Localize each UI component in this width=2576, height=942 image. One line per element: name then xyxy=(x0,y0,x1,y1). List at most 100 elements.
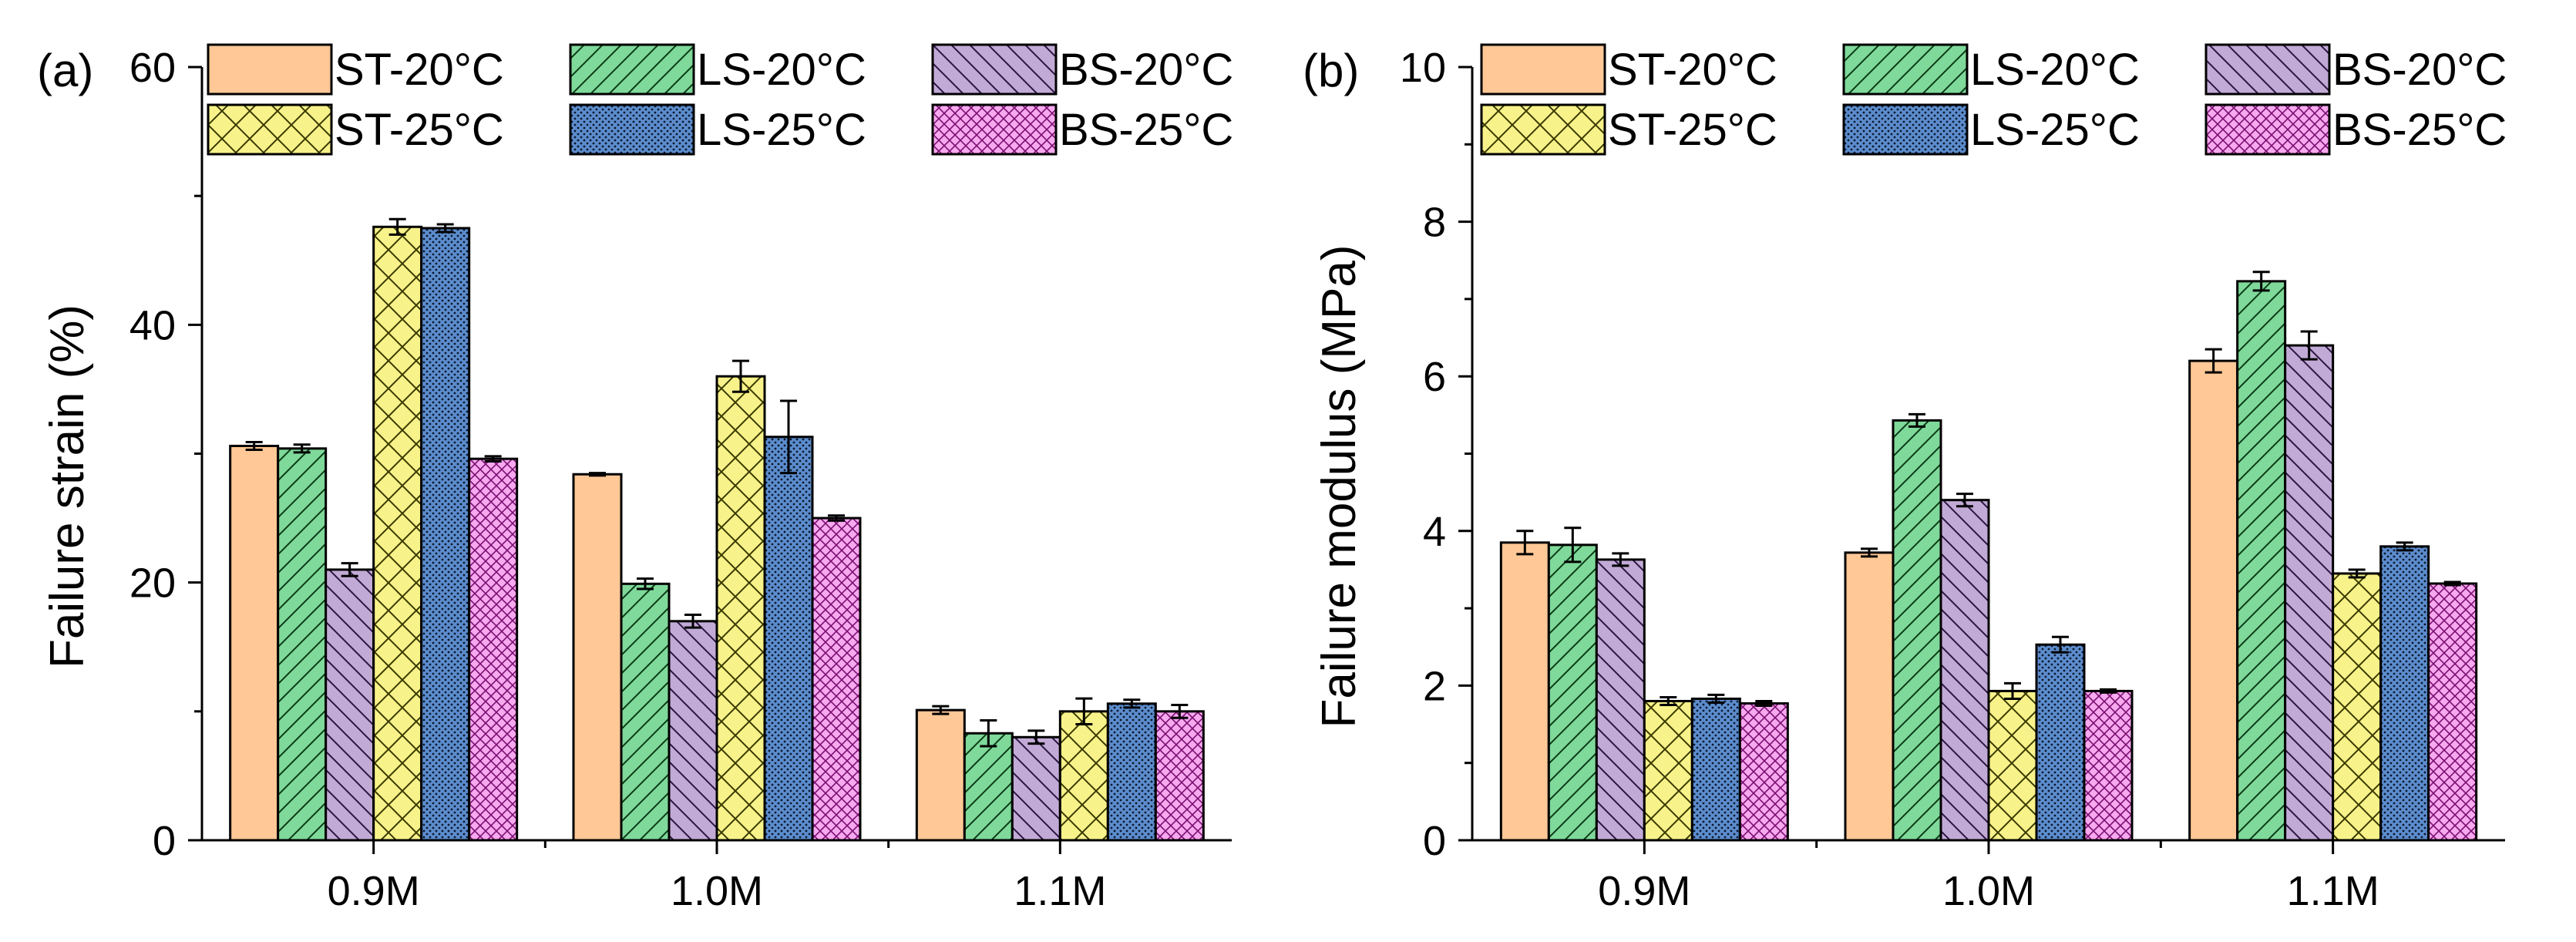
bar-a-st-20-1 xyxy=(229,444,280,842)
bar-a-ls-20-3 xyxy=(963,732,1014,842)
error-bar-a-ls-20-1 xyxy=(293,443,311,454)
error-bar-b-ls-25-2 xyxy=(2052,635,2069,654)
bar-b-ls-25-1 xyxy=(1690,697,1741,842)
category-label-b: 0.9M xyxy=(1598,868,1690,914)
bar-b-bs-20-2 xyxy=(1939,499,1990,842)
category-label-a: 1.0M xyxy=(671,868,763,914)
legend-label-b-st-25: ST-25°C xyxy=(1608,105,1777,155)
error-bar-a-st-20-1 xyxy=(245,440,263,451)
error-bar-b-bs-20-3 xyxy=(2300,330,2318,361)
legend-label-a-bs-25: BS-25°C xyxy=(1059,105,1233,155)
bar-b-st-25-1 xyxy=(1643,699,1693,842)
error-bar-a-ls-25-1 xyxy=(436,223,454,234)
bar-a-ls-25-2 xyxy=(763,436,814,842)
error-bar-a-bs-20-1 xyxy=(341,562,358,577)
legend-label-a-ls-20: LS-20°C xyxy=(697,45,866,95)
bar-b-st-20-2 xyxy=(1844,551,1895,842)
bar-a-ls-20-2 xyxy=(620,582,671,842)
legend-label-b-ls-25: LS-25°C xyxy=(1970,105,2140,155)
category-label-a: 0.9M xyxy=(328,868,420,914)
legend-swatch-a-st-25 xyxy=(207,103,333,156)
bar-b-bs-25-2 xyxy=(2083,689,2134,842)
bar-a-bs-25-1 xyxy=(468,457,519,842)
bar-b-ls-25-3 xyxy=(2379,545,2430,842)
error-bar-b-ls-20-1 xyxy=(1564,527,1582,564)
bar-b-bs-20-3 xyxy=(2284,344,2335,842)
error-bar-b-st-20-3 xyxy=(2204,348,2222,374)
category-label-a: 1.1M xyxy=(1014,868,1106,914)
bar-a-bs-25-2 xyxy=(811,516,862,842)
error-bar-a-bs-25-2 xyxy=(828,514,845,522)
legend-label-a-bs-20: BS-20°C xyxy=(1059,45,1233,95)
y-tick-label-b: 8 xyxy=(1423,200,1446,246)
error-bar-a-st-25-2 xyxy=(732,359,749,393)
error-bar-b-bs-25-1 xyxy=(1755,699,1773,707)
bar-b-bs-20-1 xyxy=(1595,558,1646,842)
error-bar-a-bs-20-2 xyxy=(684,613,701,629)
error-bar-a-ls-25-3 xyxy=(1123,698,1141,709)
bar-a-st-20-3 xyxy=(915,708,966,842)
legend-label-b-bs-20: BS-20°C xyxy=(2332,45,2507,95)
y-tick-label-a: 20 xyxy=(129,560,176,607)
bar-a-ls-25-3 xyxy=(1106,702,1157,842)
legend-b: ST-20°C LS-20°C BS-20°C ST-25°C LS-25°C BS-25… xyxy=(1480,43,2507,156)
bar-a-ls-25-1 xyxy=(420,227,471,842)
category-label-b: 1.1M xyxy=(2287,868,2379,914)
y-tick-label-b: 0 xyxy=(1423,818,1446,864)
category-label-b: 1.0M xyxy=(1942,868,2035,914)
bar-b-st-25-2 xyxy=(1987,689,2038,842)
error-bar-a-st-25-3 xyxy=(1075,697,1093,726)
error-bar-b-st-25-1 xyxy=(1660,695,1677,706)
error-bar-b-ls-20-2 xyxy=(1908,412,1925,428)
panel-label-a: (a) xyxy=(37,45,93,96)
bar-a-ls-20-1 xyxy=(277,447,328,842)
error-bar-b-st-25-3 xyxy=(2348,568,2366,579)
error-bar-b-ls-20-3 xyxy=(2252,271,2270,292)
error-bar-b-bs-20-1 xyxy=(1612,552,1629,567)
legend-label-a-st-20: ST-20°C xyxy=(335,45,504,95)
error-bar-a-ls-25-2 xyxy=(780,399,797,475)
bar-a-bs-25-3 xyxy=(1154,710,1205,842)
error-bar-a-bs-25-1 xyxy=(484,455,502,463)
error-bar-b-ls-25-3 xyxy=(2396,541,2413,552)
error-bar-b-st-20-2 xyxy=(1861,547,1878,558)
bar-a-st-25-2 xyxy=(715,375,766,842)
error-bar-b-st-25-2 xyxy=(2004,681,2021,700)
error-bar-a-ls-20-2 xyxy=(637,577,654,590)
legend-label-b-ls-20: LS-20°C xyxy=(1970,45,2140,95)
legend-swatch-b-ls-25 xyxy=(1842,103,1969,156)
error-bar-a-bs-25-3 xyxy=(1171,703,1189,719)
error-bar-b-bs-20-2 xyxy=(1956,493,1973,508)
error-bar-b-ls-25-1 xyxy=(1707,693,1725,704)
error-bar-b-bs-25-2 xyxy=(2100,688,2117,694)
bar-b-bs-25-1 xyxy=(1738,701,1789,842)
bar-b-ls-20-1 xyxy=(1547,543,1598,842)
y-axis-title-a: Failure strain (%) xyxy=(41,304,94,668)
y-tick-label-b: 10 xyxy=(1400,45,1446,91)
legend-a: ST-20°C LS-20°C BS-20°C ST-25°C LS-25°C BS-25… xyxy=(207,43,1233,156)
bar-a-bs-20-2 xyxy=(668,620,718,842)
error-bar-a-st-25-1 xyxy=(388,217,406,236)
panel-a-failure-strain: (a) Failure strain (%) 0 20 40 60 0.9M 1.0M 1.… xyxy=(37,43,1233,914)
bar-a-st-25-1 xyxy=(372,225,423,842)
legend-label-a-st-25: ST-25°C xyxy=(335,105,504,155)
panel-b-failure-modulus: (b) Failure modulus (MPa) 0 2 4 6 8 10 0.9M 1.0… xyxy=(1303,43,2507,914)
legend-swatch-a-ls-20 xyxy=(569,43,695,96)
y-tick-label-b: 6 xyxy=(1423,354,1446,400)
error-bar-a-st-20-2 xyxy=(589,472,606,477)
bar-a-bs-20-3 xyxy=(1011,735,1061,842)
legend-swatch-b-ls-20 xyxy=(1842,43,1969,96)
legend-swatch-b-bs-20 xyxy=(2204,43,2331,96)
legend-label-b-bs-25: BS-25°C xyxy=(2332,105,2507,155)
y-tick-label-a: 40 xyxy=(129,302,176,348)
y-tick-label-b: 4 xyxy=(1423,509,1446,555)
bar-b-st-20-3 xyxy=(2188,359,2239,842)
y-tick-label-b: 2 xyxy=(1423,663,1446,709)
error-bar-a-st-20-3 xyxy=(932,705,950,715)
y-axis-title-b: Failure modulus (MPa) xyxy=(1313,244,1366,728)
panel-label-b: (b) xyxy=(1303,45,1359,96)
legend-swatch-b-st-20 xyxy=(1480,43,1606,96)
legend-label-b-st-20: ST-20°C xyxy=(1608,45,1777,95)
legend-label-a-ls-25: LS-25°C xyxy=(697,105,866,155)
